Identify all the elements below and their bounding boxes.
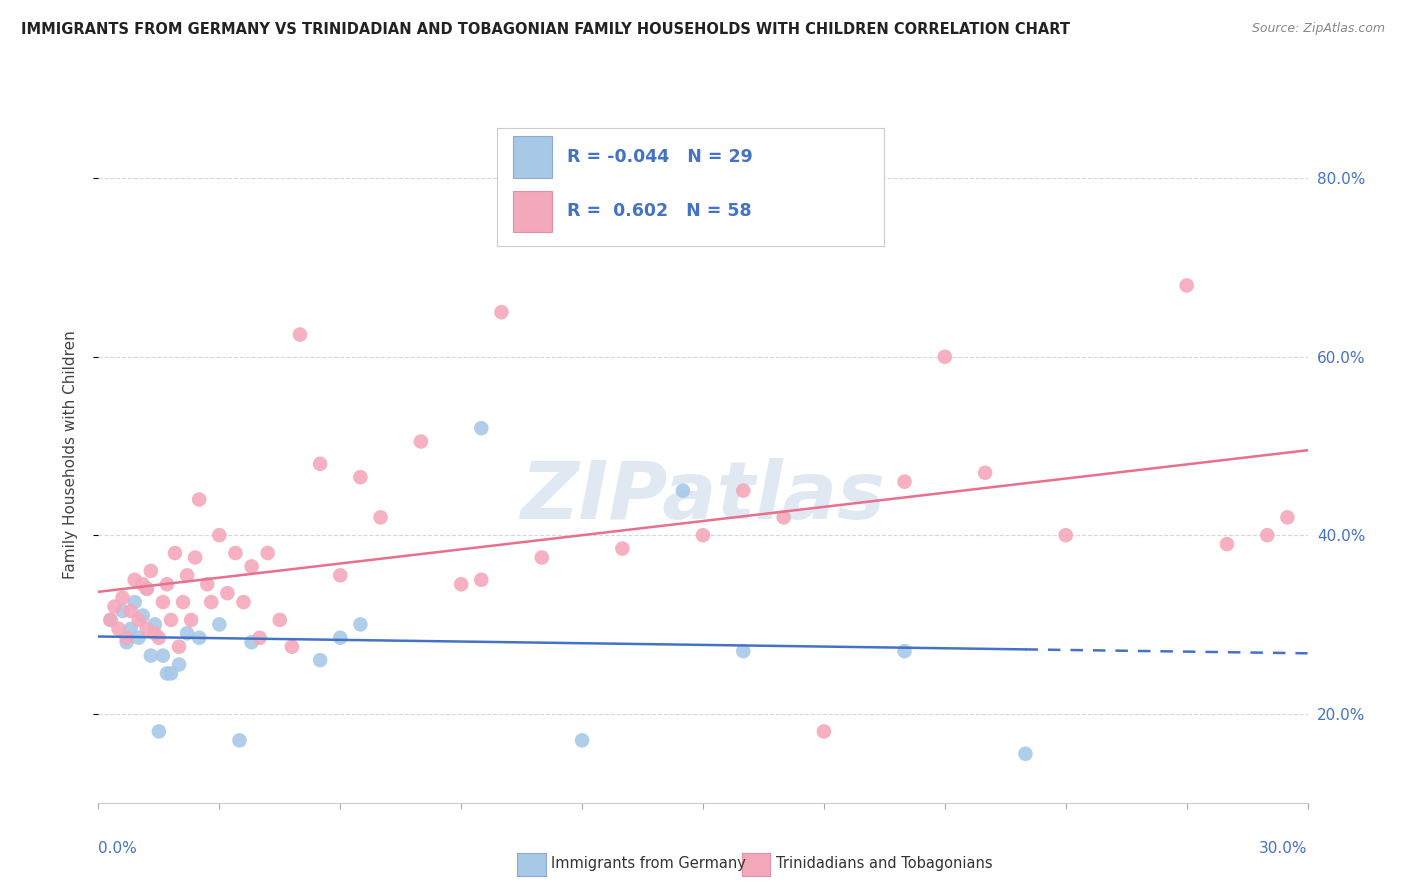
Point: [240, 559, 263, 574]
Point: [893, 644, 915, 658]
Point: [733, 644, 755, 658]
Point: [491, 305, 513, 319]
Point: [256, 546, 278, 560]
Point: [100, 613, 122, 627]
Point: [160, 613, 183, 627]
Text: 0.0%: 0.0%: [98, 841, 138, 856]
Point: [188, 631, 211, 645]
Text: R =  0.602   N = 58: R = 0.602 N = 58: [567, 202, 752, 220]
Point: [329, 631, 352, 645]
Point: [240, 635, 263, 649]
Point: [1054, 528, 1077, 542]
Point: [167, 640, 190, 654]
Point: [120, 604, 142, 618]
Point: [329, 568, 352, 582]
Point: [208, 528, 231, 542]
Point: [107, 622, 129, 636]
Point: [139, 564, 162, 578]
Point: [156, 666, 179, 681]
Point: [349, 617, 371, 632]
Point: [120, 622, 142, 636]
Point: [128, 613, 150, 627]
Point: [135, 622, 157, 636]
FancyBboxPatch shape: [513, 191, 551, 232]
Point: [612, 541, 634, 556]
Point: [813, 724, 835, 739]
Text: R = -0.044   N = 29: R = -0.044 N = 29: [567, 148, 752, 166]
Point: [409, 434, 432, 449]
Point: [152, 595, 174, 609]
Text: IMMIGRANTS FROM GERMANY VS TRINIDADIAN AND TOBAGONIAN FAMILY HOUSEHOLDS WITH CHI: IMMIGRANTS FROM GERMANY VS TRINIDADIAN A…: [21, 22, 1070, 37]
Point: [132, 608, 155, 623]
Point: [167, 657, 190, 672]
Point: [176, 568, 198, 582]
Point: [115, 631, 138, 645]
Point: [111, 604, 134, 618]
Point: [148, 724, 170, 739]
Point: [1175, 278, 1198, 293]
Point: [143, 617, 166, 632]
Point: [148, 631, 170, 645]
Text: 30.0%: 30.0%: [1260, 841, 1308, 856]
Point: [370, 510, 392, 524]
Point: [180, 613, 202, 627]
Point: [224, 546, 246, 560]
Point: [135, 582, 157, 596]
Text: ZIPatlas: ZIPatlas: [520, 458, 886, 536]
Point: [470, 573, 492, 587]
Text: Immigrants from Germany: Immigrants from Germany: [551, 856, 747, 871]
Text: Trinidadians and Tobagonians: Trinidadians and Tobagonians: [776, 856, 993, 871]
Point: [281, 640, 304, 654]
FancyBboxPatch shape: [513, 136, 551, 178]
Point: [1014, 747, 1036, 761]
Point: [172, 595, 194, 609]
Point: [152, 648, 174, 663]
Point: [111, 591, 134, 605]
Point: [349, 470, 371, 484]
Point: [1256, 528, 1278, 542]
Point: [184, 550, 207, 565]
Point: [249, 631, 271, 645]
Point: [1277, 510, 1299, 524]
Point: [100, 613, 122, 627]
Point: [115, 635, 138, 649]
Point: [143, 626, 166, 640]
Point: [132, 577, 155, 591]
Point: [530, 550, 553, 565]
Point: [124, 573, 146, 587]
Point: [103, 599, 125, 614]
Point: [309, 457, 332, 471]
Point: [309, 653, 332, 667]
Point: [934, 350, 956, 364]
Point: [217, 586, 239, 600]
Point: [160, 666, 183, 681]
Point: [195, 577, 218, 591]
Point: [228, 733, 250, 747]
Point: [232, 595, 254, 609]
Point: [288, 327, 311, 342]
Point: [470, 421, 492, 435]
Point: [163, 546, 186, 560]
Point: [974, 466, 997, 480]
Point: [450, 577, 472, 591]
Point: [156, 577, 179, 591]
Point: [571, 733, 593, 747]
Y-axis label: Family Households with Children: Family Households with Children: [63, 331, 77, 579]
Point: [176, 626, 198, 640]
Point: [692, 528, 714, 542]
Point: [128, 631, 150, 645]
Point: [135, 582, 157, 596]
Text: Source: ZipAtlas.com: Source: ZipAtlas.com: [1251, 22, 1385, 36]
Point: [772, 510, 794, 524]
Point: [208, 617, 231, 632]
Point: [200, 595, 222, 609]
Point: [1216, 537, 1239, 551]
Point: [188, 492, 211, 507]
Point: [893, 475, 915, 489]
Point: [733, 483, 755, 498]
Point: [269, 613, 291, 627]
Point: [672, 483, 695, 498]
Point: [124, 595, 146, 609]
Point: [139, 648, 162, 663]
